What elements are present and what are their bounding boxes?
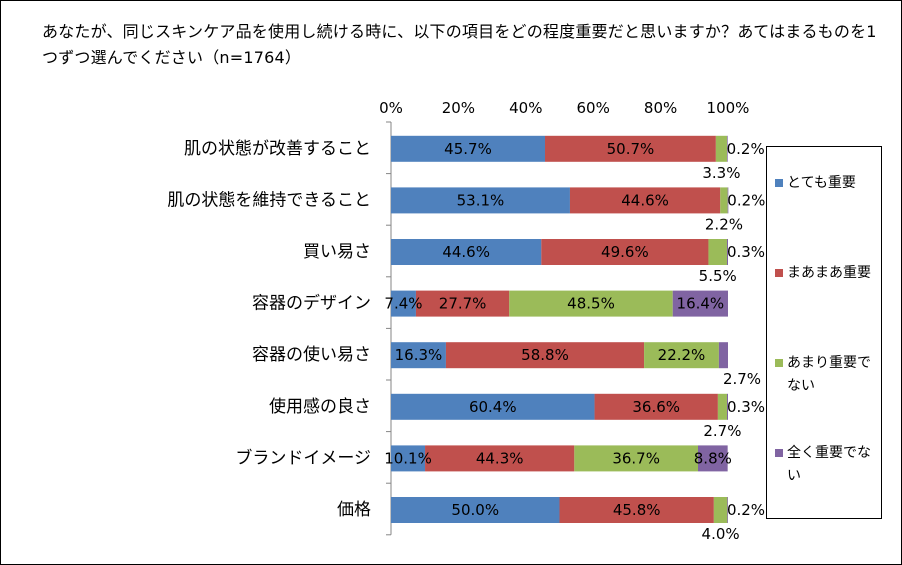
bar-segment: [713, 497, 728, 523]
bar-segment: [594, 393, 718, 420]
data-label: 53.1%: [457, 191, 505, 209]
legend-label: とても重要: [787, 175, 856, 191]
legend: とても重要 まあまあ重要 あまり重要でない 全く重要でない: [766, 146, 882, 519]
data-label: 36.6%: [632, 398, 680, 416]
data-label: 49.6%: [601, 243, 649, 261]
bar-segment: [672, 290, 728, 317]
bar-segment: [445, 342, 645, 369]
legend-label: まあまあ重要: [787, 265, 871, 281]
data-label: 0.3%: [727, 398, 765, 416]
bar-segment: [391, 135, 546, 162]
bar-segment: [391, 393, 595, 420]
data-label: 58.8%: [521, 346, 569, 364]
legend-swatch: [775, 179, 783, 187]
bar-segment: [718, 342, 728, 369]
category-label: 容器のデザイン: [252, 293, 371, 314]
bar-segment: [391, 187, 570, 214]
legend-swatch: [775, 449, 783, 457]
x-tick-label: 0%: [379, 99, 403, 117]
bar-segment: [727, 497, 728, 523]
legend-swatch: [775, 359, 783, 367]
bar-segment: [509, 290, 673, 317]
data-label: 16.3%: [395, 346, 443, 364]
data-label: 0.2%: [727, 501, 765, 519]
category-label: 肌の状態が改善すること: [184, 139, 371, 159]
bar-segment: [726, 135, 728, 162]
bar-segment: [698, 445, 728, 472]
data-label: 10.1%: [384, 449, 432, 467]
category-label: 肌の状態を維持できること: [167, 190, 371, 210]
bar-segment: [391, 497, 560, 523]
category-label: 容器の使い易さ: [252, 344, 371, 365]
data-label: 50.0%: [451, 501, 499, 519]
bar-segment: [545, 135, 716, 162]
x-tick-label: 60%: [577, 99, 610, 117]
data-label: 0.3%: [727, 243, 765, 261]
bar-segment: [425, 445, 575, 472]
legend-swatch: [775, 269, 783, 277]
category-label: 使用感の良さ: [269, 396, 371, 417]
data-label: 2.7%: [703, 422, 741, 440]
x-tick-label: 40%: [509, 99, 542, 117]
bar-segment: [391, 445, 426, 472]
legend-label: あまり重要でない: [787, 355, 871, 394]
data-label: 7.4%: [384, 295, 422, 313]
bar-segment: [574, 445, 699, 472]
bar-segment: [720, 187, 728, 214]
data-label: 45.7%: [444, 140, 492, 158]
x-tick-label: 20%: [442, 99, 475, 117]
data-label: 0.2%: [727, 140, 765, 158]
data-label: 4.0%: [702, 525, 740, 543]
bar-segment: [717, 393, 727, 420]
data-label: 0.2%: [727, 191, 765, 209]
data-label: 44.6%: [621, 191, 669, 209]
data-label: 22.2%: [658, 346, 706, 364]
data-label: 44.3%: [476, 449, 524, 467]
data-label: 45.8%: [613, 501, 661, 519]
bar-segment: [415, 290, 510, 317]
bar-segment: [391, 290, 416, 317]
x-tick-label: 80%: [644, 99, 677, 117]
data-label: 2.2%: [705, 215, 743, 233]
data-label: 5.5%: [699, 267, 737, 285]
bar-segment: [726, 239, 728, 265]
bar-segment: [715, 135, 727, 162]
bar-segment: [569, 187, 721, 214]
bar-segment: [727, 187, 729, 214]
data-label: 27.7%: [439, 295, 487, 313]
bar-segment: [391, 342, 446, 369]
bar-segment: [391, 239, 542, 265]
data-label: 44.6%: [442, 243, 490, 261]
bar-segment: [708, 239, 727, 265]
data-label: 50.7%: [607, 140, 655, 158]
category-label: ブランドイメージ: [235, 447, 371, 468]
data-label: 2.7%: [723, 370, 761, 388]
bar-segment: [559, 497, 714, 523]
data-label: 60.4%: [469, 398, 517, 416]
data-label: 36.7%: [612, 449, 660, 467]
category-label: 価格: [337, 500, 371, 520]
data-label: 8.8%: [694, 449, 732, 467]
legend-label: 全く重要でない: [787, 445, 871, 484]
bar-segment: [541, 239, 709, 265]
bar-segment: [644, 342, 719, 369]
chart-title: あなたが、同じスキンケア品を使用し続ける時に、以下の項目をどの程度重要だと思いま…: [42, 22, 877, 67]
data-label: 3.3%: [702, 164, 740, 182]
data-label: 48.5%: [567, 295, 615, 313]
x-tick-label: 100%: [707, 99, 750, 117]
bar-segment: [726, 393, 728, 420]
category-label: 買い易さ: [303, 242, 371, 262]
data-label: 16.4%: [677, 295, 725, 313]
